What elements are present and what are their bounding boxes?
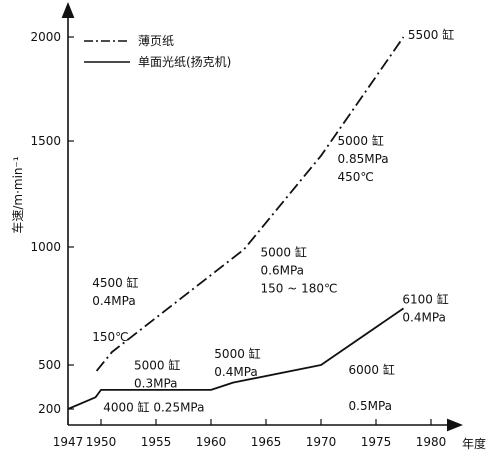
legend: 薄页纸 单面光纸(扬克机) (84, 33, 231, 69)
annotation-a4500: 150℃ (92, 330, 128, 344)
x-tick-label: 1955 (141, 435, 172, 449)
annotations: 5500 缸 5000 缸 0.85MPa 450℃ 5000 缸 0.6MPa 150 ~… (92, 27, 454, 414)
annotation-a5000-04: 5000 缸 (214, 346, 260, 361)
x-ticks: 1947 1950 1955 1960 1965 1970 1975 1980 (53, 419, 447, 449)
annotation-a5000-085: 450℃ (338, 170, 374, 184)
x-tick-label: 1960 (196, 435, 227, 449)
annotation-a5000-06: 5000 缸 (261, 244, 307, 259)
series-line-0 (95, 36, 405, 372)
annotation-a6100: 0.4MPa (402, 311, 446, 325)
annotation-a5500: 5500 缸 (408, 27, 454, 42)
legend-label-mg: 单面光纸(扬克机) (138, 54, 231, 69)
x-tick-label: 1975 (361, 435, 392, 449)
annotation-a5000-04: 0.4MPa (214, 365, 257, 379)
series-layer (67, 36, 405, 410)
x-tick-label: 1980 (416, 435, 447, 449)
x-axis-label: 年度 (462, 436, 486, 451)
x-tick-label: 1950 (86, 435, 117, 449)
x-tick-label: 1965 (251, 435, 282, 449)
annotation-a6100: 6100 缸 (402, 292, 448, 307)
legend-label-tissue: 薄页纸 (138, 33, 174, 48)
annotation-a5000-03: 0.3MPa (134, 376, 178, 390)
annotation-a4500: 4500 缸 (92, 275, 138, 290)
annotation-a5000-03: 5000 缸 (134, 357, 180, 372)
x-tick-label: 1970 (306, 435, 337, 449)
y-ticks: 200 500 1000 1500 2000 (30, 30, 74, 416)
y-tick-label: 500 (38, 358, 61, 372)
annotation-a4500: 0.4MPa (92, 294, 136, 308)
y-tick-label: 1500 (30, 134, 61, 148)
y-tick-label: 200 (38, 402, 61, 416)
y-axis-label: 车速/m·min⁻¹ (10, 156, 25, 234)
x-tick-label: 1947 (53, 435, 84, 449)
annotation-a5000-085: 0.85MPa (338, 152, 389, 166)
annotation-a5000-085: 5000 缸 (338, 133, 384, 148)
y-tick-label: 2000 (30, 30, 61, 44)
annotation-a6000: 0.5MPa (349, 399, 393, 413)
y-tick-label: 1000 (30, 240, 61, 254)
series-line-1 (67, 307, 405, 410)
annotation-a6000: 6000 缸 (349, 362, 395, 377)
annotation-a4000: 4000 缸 0.25MPa (103, 399, 204, 414)
annotation-a5000-06: 150 ~ 180℃ (261, 281, 338, 295)
annotation-a5000-06: 0.6MPa (261, 263, 305, 277)
